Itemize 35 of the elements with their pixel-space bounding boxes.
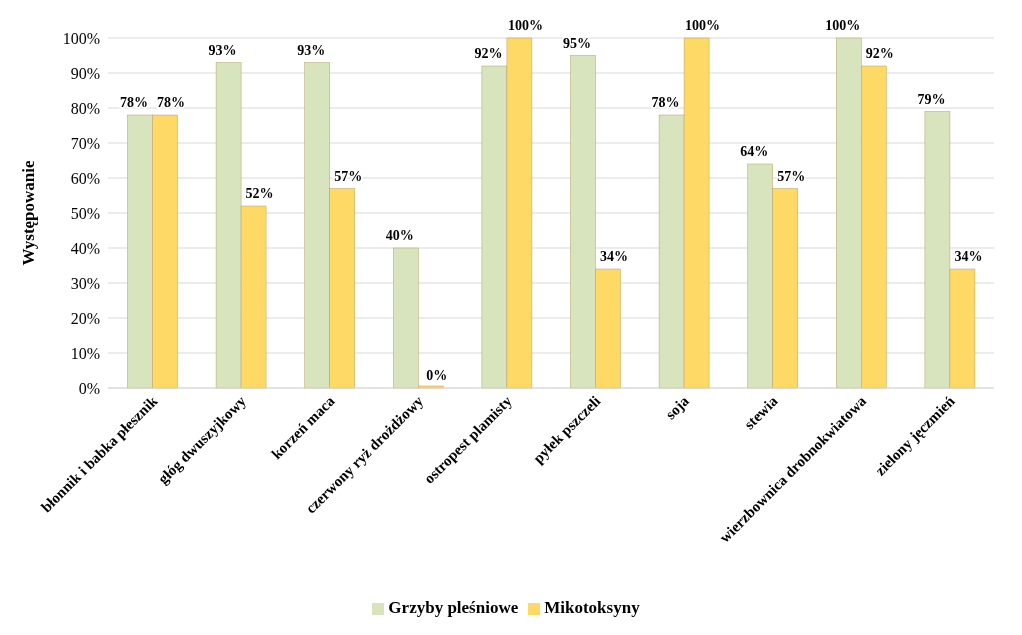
data-label: 78% bbox=[651, 95, 680, 110]
y-tick-label: 80% bbox=[70, 99, 100, 117]
data-label: 34% bbox=[599, 249, 628, 264]
data-label: 100% bbox=[507, 18, 543, 33]
data-label: 100% bbox=[685, 18, 721, 33]
data-label: 78% bbox=[156, 95, 185, 110]
y-tick-label: 70% bbox=[70, 134, 100, 152]
y-tick-label: 90% bbox=[70, 64, 100, 82]
y-tick-label: 0% bbox=[78, 379, 100, 397]
legend-label: Mikotoksyny bbox=[544, 598, 640, 617]
data-label: 78% bbox=[119, 95, 148, 110]
y-tick-label: 40% bbox=[70, 239, 100, 257]
data-label: 93% bbox=[208, 42, 237, 58]
legend-label: Grzyby pleśniowe bbox=[388, 598, 519, 617]
data-label: 57% bbox=[334, 168, 363, 184]
data-label: 92% bbox=[474, 46, 503, 61]
data-label: 64% bbox=[740, 144, 769, 159]
y-tick-label: 30% bbox=[70, 274, 100, 292]
x-tick-label: soja bbox=[662, 392, 693, 423]
data-label: 92% bbox=[865, 46, 894, 61]
data-label: 52% bbox=[245, 186, 274, 201]
y-tick-label: 60% bbox=[70, 169, 100, 187]
y-tick-label: 20% bbox=[70, 309, 100, 327]
y-tick-label: 10% bbox=[70, 344, 100, 362]
data-label: 57% bbox=[777, 168, 806, 184]
data-label: 40% bbox=[385, 228, 414, 243]
y-tick-label: 50% bbox=[70, 204, 100, 222]
data-label: 93% bbox=[297, 42, 326, 58]
y-axis-title: Występowanie bbox=[19, 159, 39, 266]
y-tick-label: 100% bbox=[62, 29, 100, 47]
data-label: 34% bbox=[954, 249, 983, 264]
data-label: 79% bbox=[917, 91, 946, 107]
data-label: 100% bbox=[825, 18, 861, 33]
data-label: 0% bbox=[426, 368, 448, 383]
data-label: 95% bbox=[562, 35, 591, 51]
